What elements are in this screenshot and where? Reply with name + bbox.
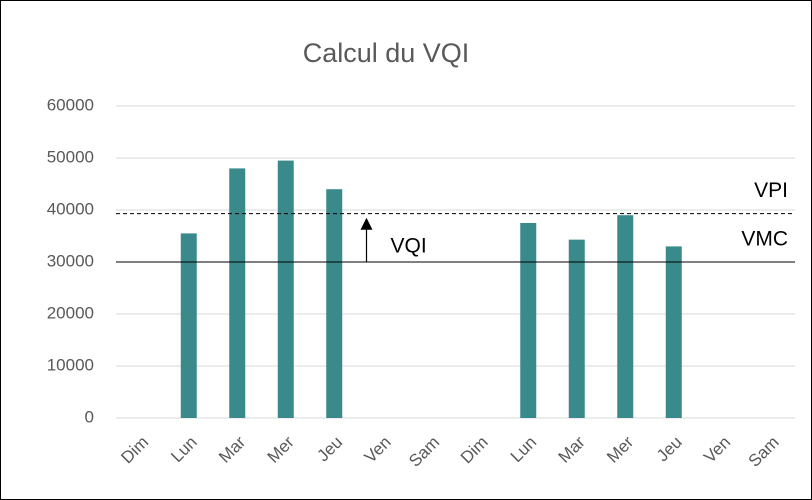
- y-tick-label: 0: [85, 407, 94, 426]
- bar: [665, 246, 682, 418]
- reference-label: VMC: [741, 228, 788, 251]
- y-tick-label: 30000: [47, 251, 94, 270]
- y-tick-label: 50000: [47, 147, 94, 166]
- bar: [277, 160, 294, 418]
- annotation-label: VQI: [391, 235, 427, 258]
- reference-label: VPI: [754, 179, 788, 202]
- bar: [229, 168, 246, 418]
- chart-title: Calcul du VQI: [303, 38, 470, 68]
- bar: [520, 223, 537, 418]
- y-tick-label: 20000: [47, 303, 94, 322]
- y-tick-label: 10000: [47, 355, 94, 374]
- bar: [617, 215, 634, 418]
- y-tick-label: 60000: [47, 95, 94, 114]
- bar: [326, 189, 343, 418]
- y-tick-label: 40000: [47, 199, 94, 218]
- annotation-arrowhead: [360, 217, 373, 230]
- bar: [180, 233, 197, 418]
- bar: [568, 239, 585, 418]
